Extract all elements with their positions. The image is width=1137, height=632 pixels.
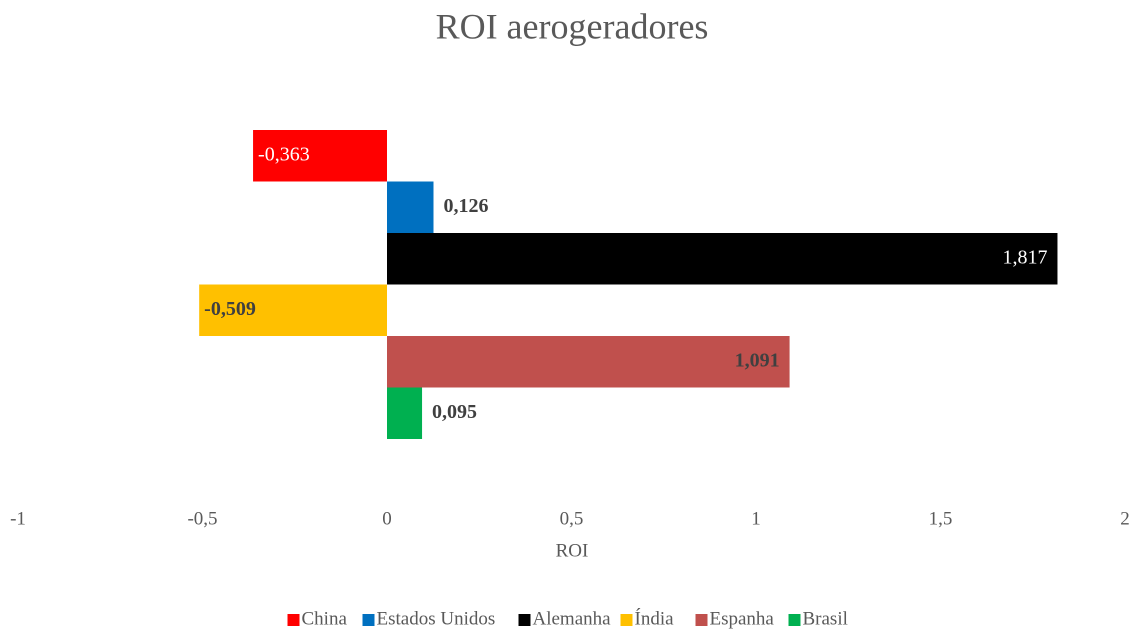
legend-label: Estados Unidos — [377, 608, 496, 629]
bar — [387, 181, 434, 233]
data-label: 0,126 — [443, 195, 488, 217]
x-tick-label: 2 — [1120, 508, 1130, 529]
data-label: -0,509 — [204, 298, 256, 320]
x-tick-label: 1 — [751, 508, 761, 529]
x-tick-label: 0 — [382, 508, 392, 529]
bar — [387, 336, 790, 388]
legend-label: Brasil — [803, 608, 848, 629]
legend-swatch — [287, 614, 300, 626]
bar — [387, 387, 423, 439]
legend-swatch — [788, 614, 801, 626]
legend-swatch — [695, 614, 708, 626]
bar — [387, 233, 1058, 285]
legend-label: Alemanha — [533, 608, 612, 629]
legend-swatch — [620, 614, 633, 626]
chart-title: ROI aerogeradores — [436, 6, 709, 46]
data-label: 1,817 — [1002, 246, 1047, 268]
data-label: 0,095 — [432, 401, 477, 423]
legend-swatch — [362, 614, 375, 626]
x-tick-label: -1 — [10, 508, 26, 529]
legend-label: China — [302, 608, 348, 629]
data-label: -0,363 — [258, 143, 310, 165]
bar — [253, 130, 387, 182]
x-tick-label: 0,5 — [560, 508, 584, 529]
bar — [199, 284, 387, 336]
x-tick-label: 1,5 — [929, 508, 953, 529]
legend-swatch — [518, 614, 531, 626]
x-tick-label: -0,5 — [187, 508, 217, 529]
x-axis-label: ROI — [556, 540, 589, 561]
legend-label: Espanha — [710, 608, 775, 629]
data-label: 1,091 — [735, 349, 780, 371]
legend-label: Índia — [635, 607, 675, 629]
